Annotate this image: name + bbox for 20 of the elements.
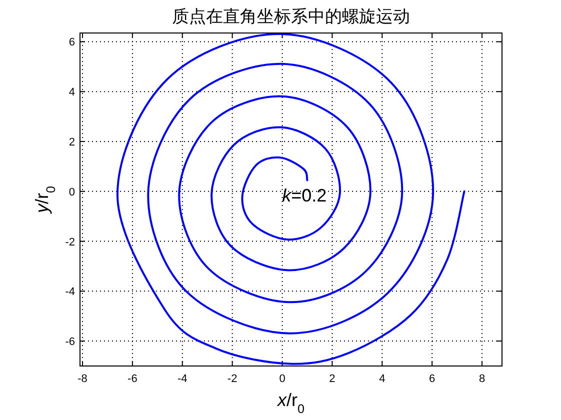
x-tick-label: -2 (227, 373, 238, 385)
x-tick-label: 6 (429, 373, 436, 385)
y-tick-label: -4 (65, 286, 75, 298)
x-tick-label: -8 (78, 373, 88, 385)
chart-title: 质点在直角坐标系中的螺旋运动 (172, 7, 410, 26)
y-tick-label: -2 (65, 236, 75, 248)
annotation: k=0.2 (282, 186, 327, 206)
x-axis-title: x/r$_{0}$ (276, 390, 305, 416)
y-tick-label: 6 (68, 36, 75, 49)
y-tick-label: -6 (65, 336, 75, 348)
x-tick-label: -4 (177, 373, 188, 385)
x-tick-label: 4 (379, 373, 386, 385)
line-series (116, 33, 466, 365)
x-tick-label: 2 (329, 373, 336, 385)
x-tick-label: -6 (128, 373, 138, 385)
x-tick-label: 8 (478, 373, 486, 385)
y-tick-label: 2 (68, 136, 75, 149)
y-tick-label: 4 (68, 86, 75, 99)
x-tick-label: 0 (279, 373, 286, 385)
y-tick-label: 0 (68, 186, 75, 198)
